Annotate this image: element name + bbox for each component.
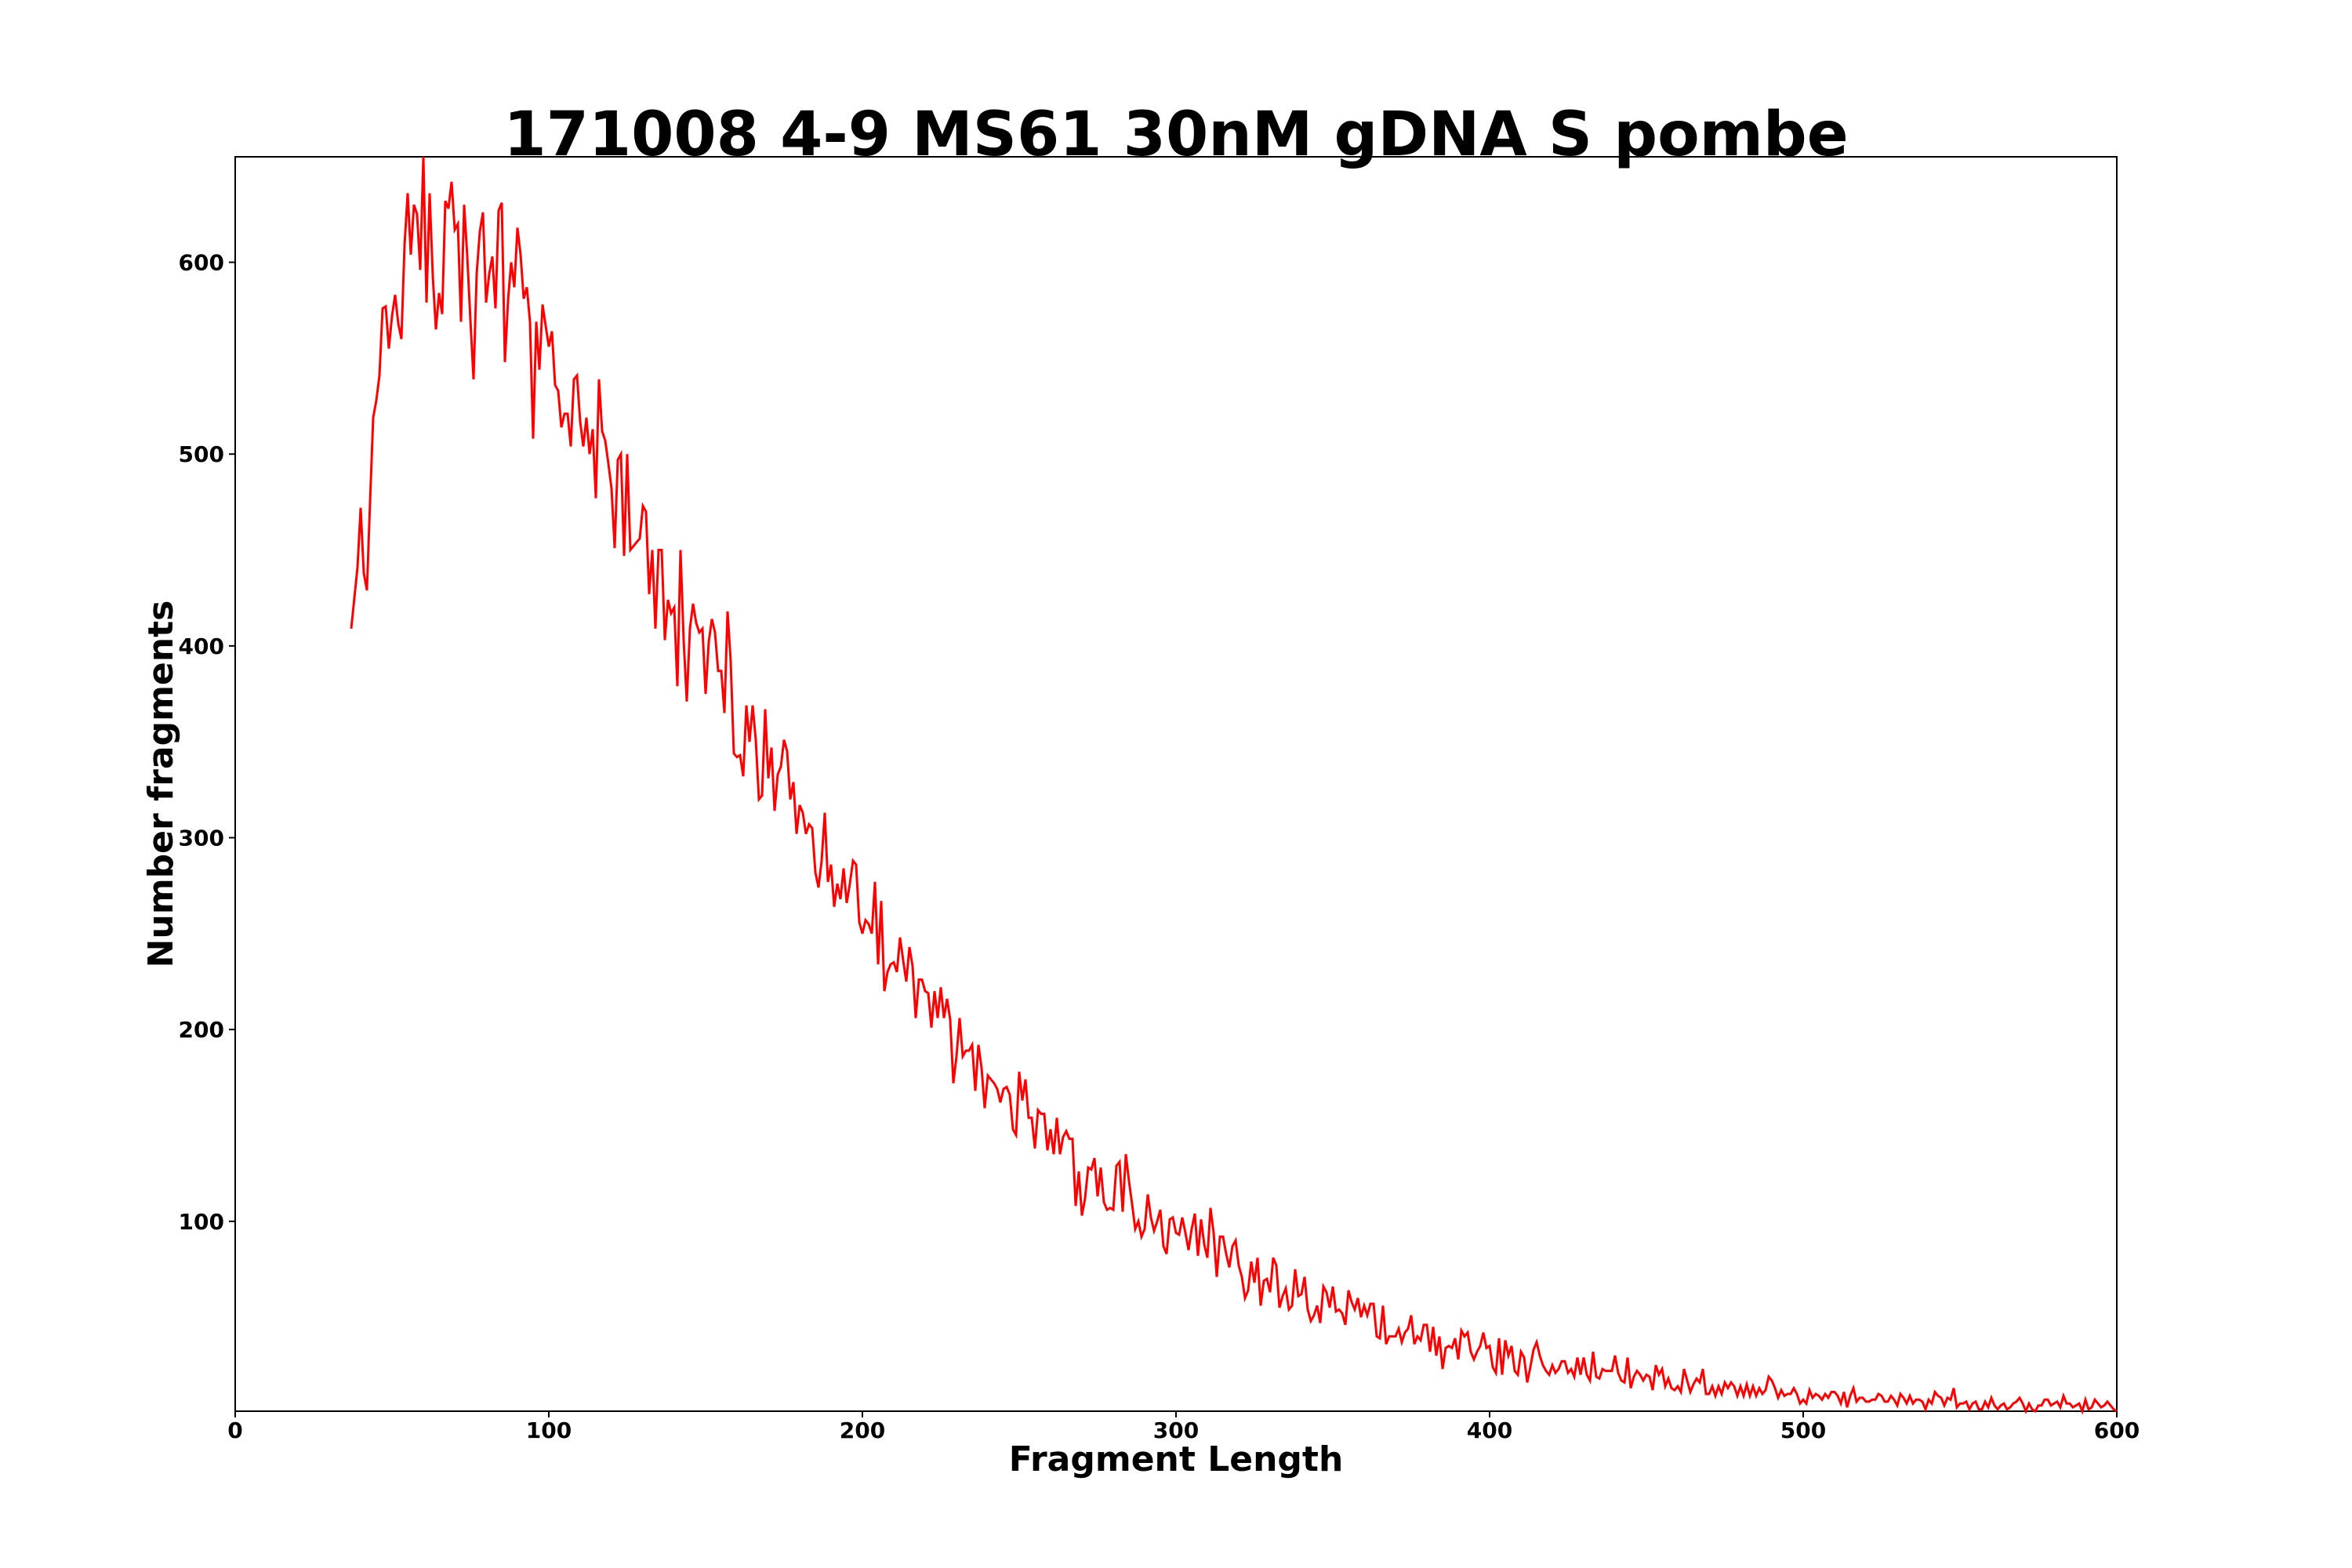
y-tick-label: 100 [179, 1209, 224, 1235]
y-axis-label: Number fragments [141, 601, 181, 968]
x-axis-ticks: 0 100 200 300 400 500 600 [227, 1411, 2140, 1443]
y-tick-label: 300 [179, 826, 224, 851]
x-tick-label: 600 [2094, 1417, 2140, 1443]
y-tick-label: 400 [179, 633, 224, 659]
x-tick-label: 200 [840, 1417, 885, 1443]
x-axis-label: Fragment Length [1009, 1439, 1344, 1479]
x-tick-label: 0 [227, 1417, 242, 1443]
y-tick-label: 200 [179, 1017, 224, 1043]
y-tick-label: 600 [179, 250, 224, 276]
x-tick-label: 100 [526, 1417, 572, 1443]
chart-title: 171008 4-9 MS61 30nM gDNA S pombe [503, 100, 1848, 170]
x-tick-label: 400 [1467, 1417, 1512, 1443]
y-tick-label: 500 [179, 441, 224, 467]
y-axis-ticks: 100 200 300 400 500 600 [179, 250, 235, 1235]
x-tick-label: 500 [1780, 1417, 1826, 1443]
series-line [350, 156, 2118, 1415]
x-tick-label: 300 [1153, 1417, 1199, 1443]
